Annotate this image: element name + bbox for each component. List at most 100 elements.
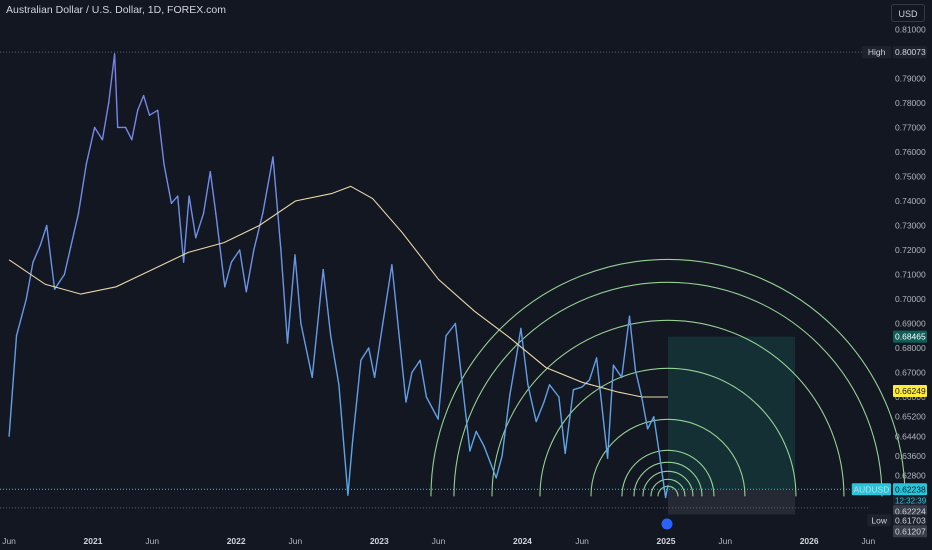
price-point — [665, 496, 667, 499]
countdown-bg — [893, 495, 927, 506]
price-point — [658, 452, 660, 454]
fib-arc-4 — [633, 461, 703, 497]
target-badge: 0.68465 — [893, 330, 927, 343]
y-tick-label: 0.63600 — [895, 451, 926, 461]
moving-average-line — [8, 185, 668, 398]
x-tick-label: Jun — [432, 536, 446, 546]
fib-arc-9 — [453, 281, 883, 497]
price-point — [641, 396, 643, 398]
y-tick-label: 0.67000 — [895, 368, 926, 378]
price-point — [46, 224, 48, 227]
high-badge: High 0.80073 — [862, 46, 927, 59]
symbol-badge: AUDUSD 0.62238 — [851, 483, 927, 496]
price-point — [300, 322, 302, 325]
x-tick-label: 2021 — [84, 536, 103, 546]
price-point — [117, 126, 119, 128]
y-tick-label: 0.65200 — [895, 412, 926, 422]
price-point — [419, 359, 421, 361]
price-point — [391, 264, 393, 266]
y-tick-label: 0.76000 — [895, 147, 926, 157]
price-point — [612, 364, 615, 366]
price-point — [495, 477, 497, 479]
price-point — [374, 376, 376, 378]
x-tick-label: Jun — [862, 536, 876, 546]
y-tick-label: 0.68000 — [895, 343, 926, 353]
price-point — [398, 332, 400, 334]
price-point — [239, 249, 241, 251]
y-tick-label: 0.74000 — [895, 196, 926, 206]
price-point — [520, 327, 522, 329]
price-point — [215, 212, 217, 214]
x-tick-label: 2023 — [370, 536, 389, 546]
price-point — [454, 322, 456, 325]
high-badge-label: High — [868, 47, 886, 57]
y-tick-label: 0.71000 — [895, 270, 926, 280]
price-point — [8, 435, 10, 437]
event-icon[interactable] — [660, 517, 674, 531]
price-point — [445, 335, 447, 337]
low-badge-value: 0.61703 — [895, 515, 926, 525]
y-tick-label: 0.66000 — [895, 392, 926, 402]
price-point — [170, 202, 172, 204]
x-tick-label: Jun — [575, 536, 589, 546]
price-point — [70, 246, 72, 249]
price-point — [368, 347, 370, 349]
x-tick-label: 2024 — [513, 536, 532, 546]
price-point — [188, 195, 190, 197]
high-badge-value: 0.80073 — [895, 47, 926, 57]
low-badge-label-bg — [867, 514, 891, 527]
price-point — [322, 269, 324, 271]
chart-title: Australian Dollar / U.S. Dollar, 1D, FOR… — [6, 4, 226, 16]
price-point — [564, 452, 566, 454]
price-point — [54, 288, 56, 290]
price-point — [425, 396, 427, 398]
y-tick-label: 0.75000 — [895, 171, 926, 181]
x-tick-label: 2022 — [227, 536, 246, 546]
price-point — [311, 376, 313, 378]
y-tick-label: 0.69000 — [895, 319, 926, 329]
x-tick-label: Jun — [289, 536, 303, 546]
price-point — [535, 421, 537, 423]
y-tick-label: 0.72000 — [895, 245, 926, 255]
price-point — [114, 53, 116, 55]
fib-arc-7 — [539, 367, 797, 497]
target-badge-value-bg — [893, 330, 927, 343]
price-point — [411, 371, 413, 374]
price-point — [527, 384, 529, 386]
price-point — [245, 291, 247, 293]
price-point — [101, 139, 103, 141]
price-point — [596, 357, 598, 359]
x-tick-label: Jun — [718, 536, 732, 546]
price-point — [382, 322, 384, 325]
price-point — [32, 261, 34, 263]
price-point — [157, 109, 159, 111]
price-point — [667, 484, 669, 486]
price-point — [621, 376, 623, 378]
price-point — [483, 445, 485, 447]
price-point — [294, 254, 296, 256]
price-point — [461, 384, 463, 386]
price-point — [647, 428, 649, 430]
price-point — [15, 335, 18, 337]
currency-button[interactable]: USD — [891, 4, 925, 22]
price-point — [183, 261, 185, 263]
price-point — [469, 450, 471, 452]
lowest-badge: 0.61207 — [893, 525, 927, 538]
ma-badge: 0.66249 — [893, 384, 927, 397]
symbol-badge-value: 0.62238 — [895, 484, 926, 494]
price-point — [581, 386, 583, 388]
fib-arc-10 — [430, 258, 906, 497]
y-tick-label: 0.64400 — [895, 431, 926, 441]
price-point — [338, 384, 340, 386]
price-point — [148, 114, 151, 116]
price-point — [224, 286, 226, 288]
price-point — [634, 369, 637, 371]
fib-arc-6 — [590, 418, 746, 497]
symbol-badge-value-bg — [893, 483, 927, 496]
price-point — [628, 315, 631, 317]
price-point — [548, 384, 551, 386]
lowest-badge-value-bg — [893, 525, 927, 538]
price-point — [515, 359, 517, 361]
price-point — [653, 416, 655, 418]
